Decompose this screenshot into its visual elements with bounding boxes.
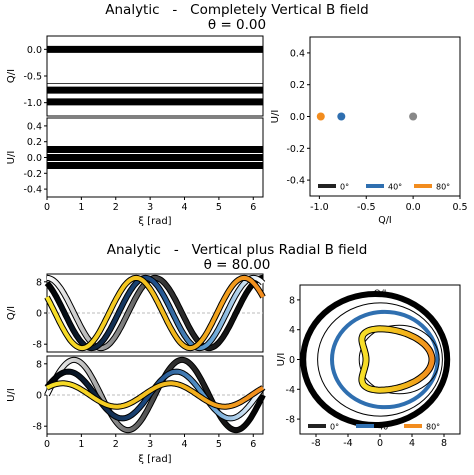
chart4-xtick-label-4: 8 [441,438,447,449]
chart4-loop-80 [359,326,435,393]
chart2-ylabel: U/I [270,110,281,124]
chart2-ytick-label-2: 0.0 [290,112,305,123]
chart4-ytick-label-3: -4 [286,385,295,396]
chart4-loop-2 [330,309,440,410]
chart1-xtick-label-4: 4 [181,202,187,213]
chart3-panel-0-ytick-label-0: 8 [36,277,42,288]
chart1-xtick-label-6: 6 [250,202,256,213]
chart3-xtick-label-0: 0 [44,439,50,450]
chart1-xtick-label-0: 0 [44,202,50,213]
chart1-panel-1-ytick-label-0: 0.4 [27,121,42,132]
chart3-panel-0-series-2 [45,275,265,351]
chart4-ytick-label-4: -8 [286,415,295,426]
chart2-legend-label-2: 80° [436,183,450,192]
chart4-ytick-label-0: 8 [289,295,295,306]
chart3-panel-1-series-0 [45,357,265,433]
chart3-panel-1-ytick-label-2: -8 [33,422,42,433]
chart1-panel-0-ytick-label-0: 0.0 [27,45,42,56]
chart1-panel-1-ytick-label-3: -0.2 [23,169,42,180]
chart3-panel-1-ytick-label-0: 8 [36,359,42,370]
chart4-loop-3 [358,324,440,395]
chart4-ytick-label-1: 4 [289,325,295,336]
chart3-panel-0-ytick-label-2: -8 [33,340,42,351]
chart4-legend-label-1: 40° [378,423,392,432]
chart2-point-1 [337,112,346,121]
chart3-xtick-label-2: 2 [113,439,119,450]
chart4-ylabel: U/I [276,353,287,367]
chart4-loop-80-outline [358,325,436,394]
chart3-panel-1-ylabel: U/I [6,388,17,402]
chart3-panel-0-series-1 [45,275,265,351]
chart4-xtick-label-1: -4 [343,438,352,449]
chart2-xtick-label-0: -1.0 [310,202,329,213]
chart2-xtick-label-2: 0.0 [406,202,421,213]
chart1-xtick-label-1: 1 [78,202,84,213]
chart2-point-2 [316,112,325,121]
chart4-loop-1 [317,302,443,417]
chart4-ytick-label-2: 0 [289,355,295,366]
chart3-panel-0-ylabel: Q/I [6,306,17,320]
chart2-ytick-label-4: -0.4 [286,176,305,187]
chart1-panel-1-ytick-label-4: -0.4 [23,185,42,196]
chart2-xlabel: Q/I [378,215,391,226]
chart2-legend-label-1: 40° [388,183,402,192]
chart4-xtick-label-0: -8 [311,438,320,449]
chart1-panel-1-ytick-label-2: 0.0 [27,153,42,164]
chart4-loop-0 [300,290,451,429]
chart3-xtick-label-6: 6 [250,439,256,450]
chart3-xtick-label-3: 3 [147,439,153,450]
chart1-panel-1-ylabel: U/I [6,151,17,165]
chart2-ytick-label-3: -0.2 [286,144,305,155]
chart2-point-0 [409,112,418,121]
chart1-panel-1-ytick-label-1: 0.2 [27,137,42,148]
chart2-xtick-label-3: 0.5 [452,202,467,213]
chart3-xlabel: ξ [rad] [138,454,171,465]
chart1-xtick-label-5: 5 [216,202,222,213]
chart3-subtitle: θ = 80.00 [203,257,271,273]
chart1-panel-0-ylabel: Q/I [6,69,17,83]
chart4-legend-label-2: 80° [426,423,440,432]
chart1-subtitle: θ = 0.00 [207,17,267,33]
chart3-xtick-label-1: 1 [78,439,84,450]
chart2-ytick-label-1: 0.2 [290,80,305,91]
chart3-panel-0-series-0 [46,275,264,351]
chart1-xtick-label-2: 2 [113,202,119,213]
chart4-legend-label-0: 0° [330,423,339,432]
chart1-xlabel: ξ [rad] [138,216,171,227]
chart3-xtick-label-4: 4 [181,439,187,450]
chart3-xtick-label-5: 5 [216,439,222,450]
chart1-panel-0-ytick-label-2: -1.0 [23,98,42,109]
chart2-xtick-label-1: -0.5 [357,202,376,213]
chart4-xtick-label-2: 0 [377,438,383,449]
chart3-panel-0-ytick-label-1: 0 [36,309,42,320]
chart4-xtick-label-3: 4 [409,438,415,449]
chart2-legend-label-0: 0° [340,183,349,192]
chart1-xtick-label-3: 3 [147,202,153,213]
chart1-title: Analytic - Completely Vertical B field [105,2,369,18]
chart3-title: Analytic - Vertical plus Radial B field [106,242,368,258]
chart3-panel-1-series-2 [46,381,265,409]
chart3-panel-1-ytick-label-1: 0 [36,391,42,402]
chart2-frame [309,36,461,197]
chart1-panel-0-ytick-label-1: -0.5 [23,72,42,83]
chart2-ytick-label-0: 0.4 [290,48,305,59]
